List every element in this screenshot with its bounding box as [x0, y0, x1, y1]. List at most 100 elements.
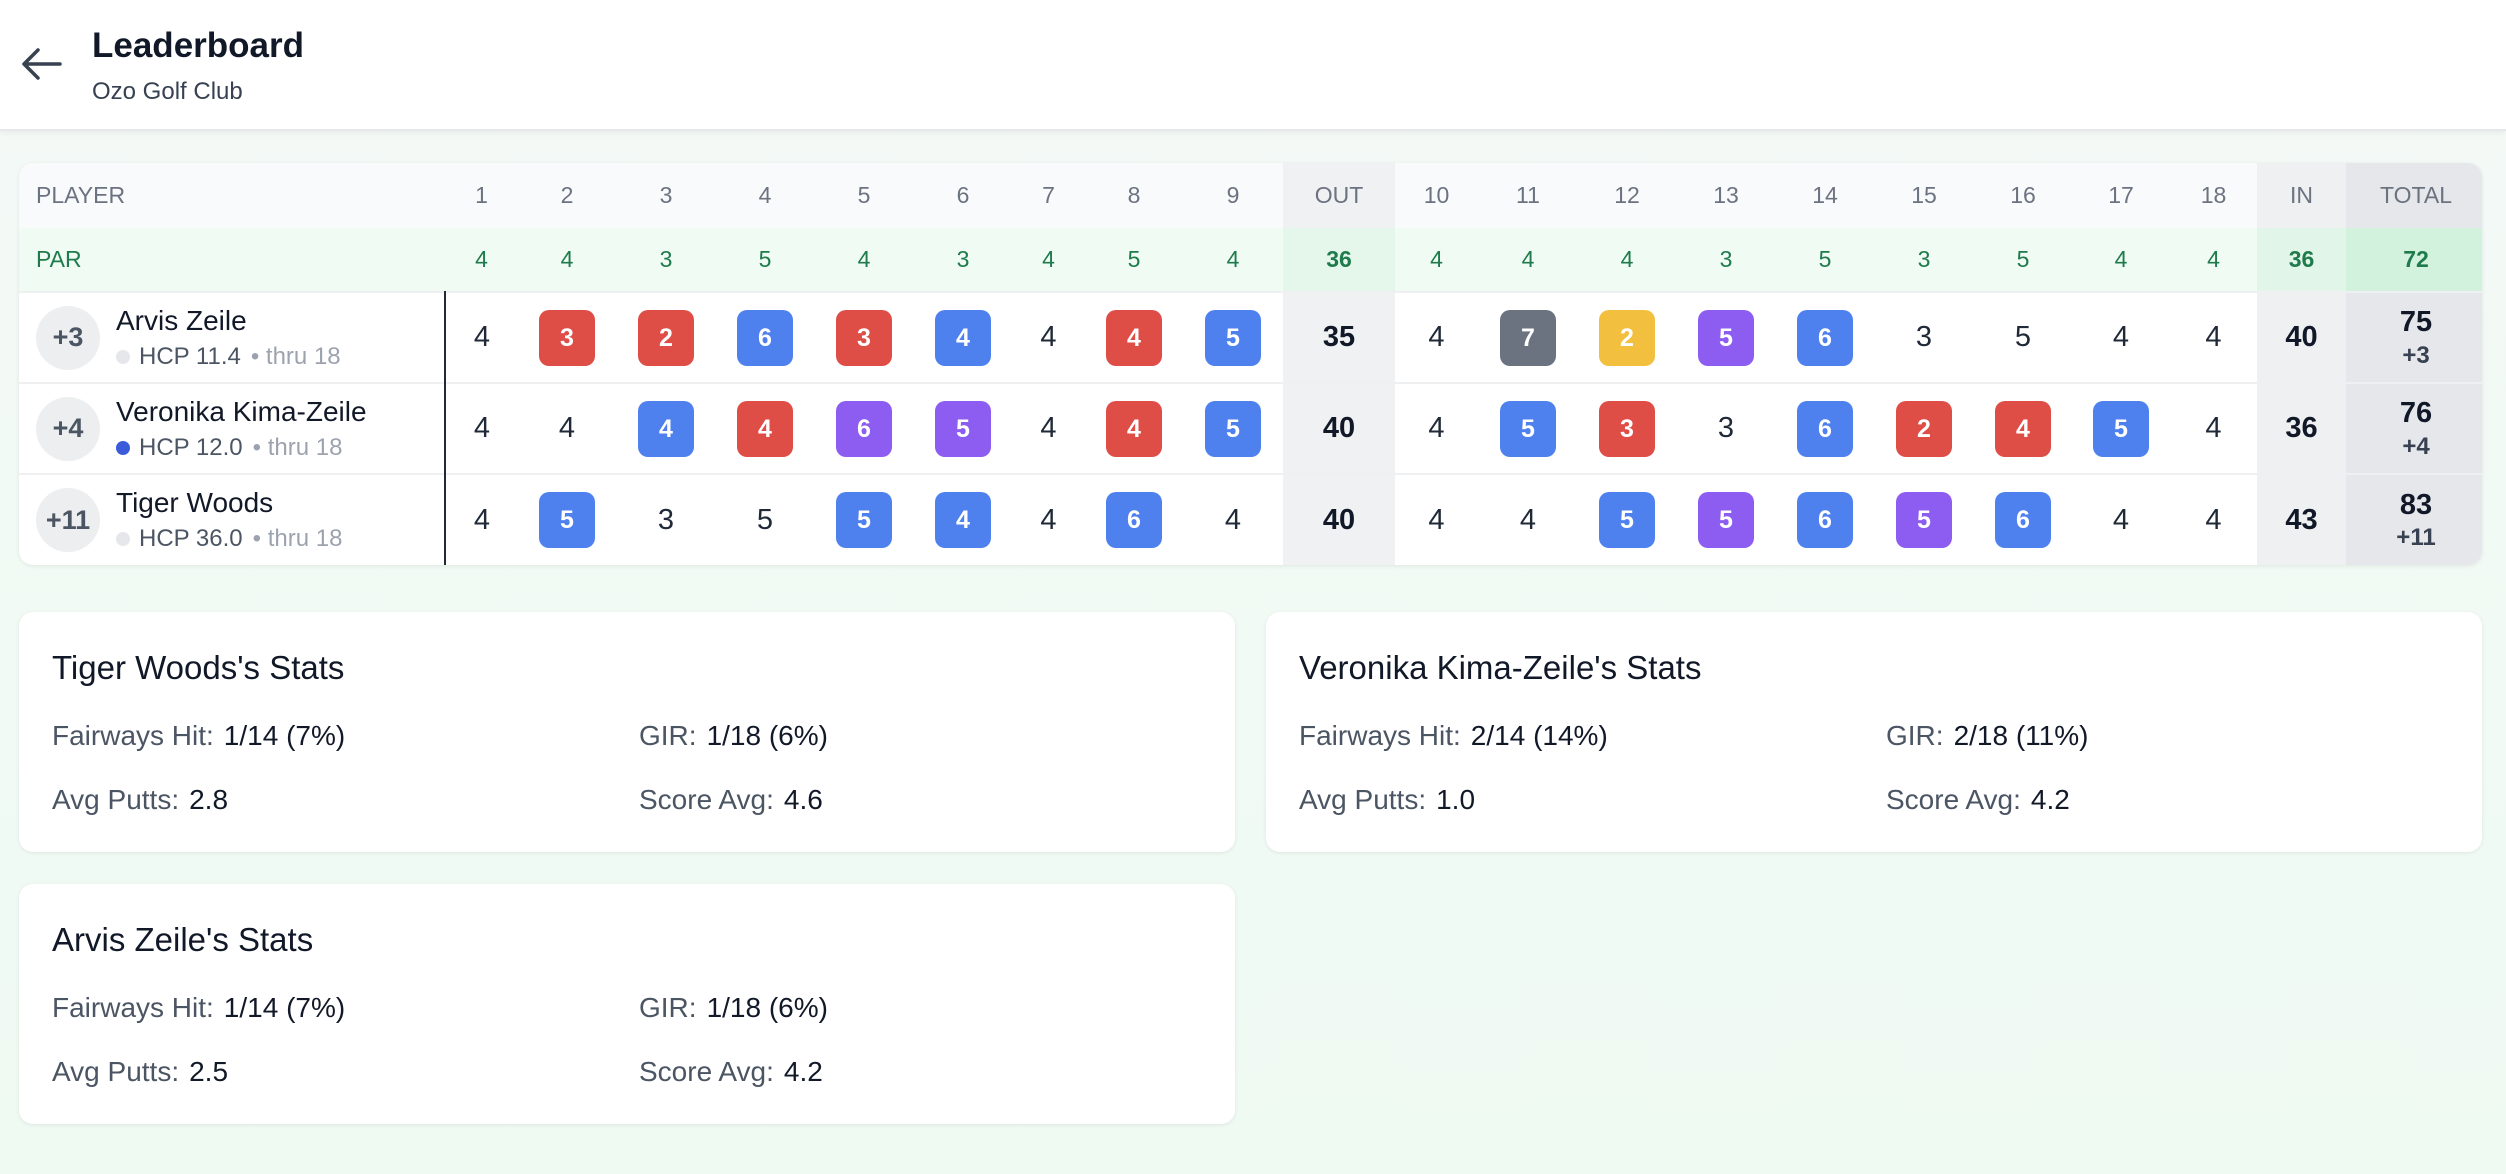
hole-score: 4 — [1395, 474, 1478, 565]
score-value: 4 — [1224, 503, 1242, 536]
hole-header: 2 — [560, 182, 574, 208]
hole-score: 3 — [1874, 292, 1974, 383]
score-value: 4 — [558, 412, 576, 444]
player-row[interactable]: +4 Veronika Kima-Zeile HCP 12.0 • thru 18 4 4… — [19, 383, 2482, 474]
player-cell[interactable]: +3 Arvis Zeile HCP 11.4 • thru 18 — [19, 292, 446, 383]
stat-value: 4.2 — [783, 1056, 823, 1087]
stat-label: Avg Putts: — [52, 1056, 180, 1087]
hole-header: 17 — [2108, 182, 2134, 208]
score-value: 3 — [657, 503, 675, 536]
hole-score: 4 — [2072, 292, 2170, 383]
stat-label: Avg Putts: — [52, 784, 180, 815]
player-row[interactable]: +3 Arvis Zeile HCP 11.4 • thru 18 4 3 2 6 3 4 4 4 5 3… — [19, 292, 2482, 383]
hole-score: 4 — [716, 383, 814, 474]
score-square: 2 — [1599, 309, 1655, 366]
hole-score: 2 — [616, 292, 716, 383]
hole-score: 4 — [2170, 474, 2257, 565]
score-square: 5 — [935, 400, 991, 457]
score-square: 5 — [1500, 400, 1556, 457]
hole-score: 4 — [1395, 383, 1478, 474]
club-name: Ozo Golf Club — [92, 78, 243, 105]
hole-score: 5 — [1578, 474, 1676, 565]
hole-header: 13 — [1713, 182, 1739, 208]
stat-value: 1.0 — [1436, 784, 1476, 815]
total-relative: +11 — [2396, 524, 2436, 552]
stat-label: Fairways Hit: — [52, 992, 214, 1023]
in-total: 40 — [2257, 292, 2346, 383]
handicap: HCP 12.0 — [139, 433, 243, 461]
hole-header: 7 — [1042, 182, 1055, 208]
hole-score: 4 — [1012, 474, 1085, 565]
player-cell[interactable]: +11 Tiger Woods HCP 36.0 • thru 18 — [19, 474, 446, 565]
stats-title: Tiger Woods's Stats — [52, 649, 345, 686]
status-dot-icon — [116, 532, 130, 546]
stat-value: 1/14 (7%) — [223, 992, 346, 1023]
hole-score: 4 — [445, 292, 518, 383]
stat-label: Score Avg: — [639, 784, 774, 815]
player-row[interactable]: +11 Tiger Woods HCP 36.0 • thru 18 4 5 3 5 5 4 4 6 4… — [19, 474, 2482, 565]
back-arrow-icon[interactable] — [18, 40, 66, 88]
hole-score: 5 — [716, 474, 814, 565]
score-value: 4 — [1040, 503, 1057, 536]
score-square: 5 — [1205, 400, 1261, 457]
stat-value: 1/18 (6%) — [706, 992, 828, 1023]
stats-title: Veronika Kima-Zeile's Stats — [1299, 649, 1702, 686]
hole-score: 3 — [814, 292, 914, 383]
hole-header: 10 — [1423, 182, 1450, 208]
thru-holes: • thru 18 — [252, 433, 343, 461]
stat-value: 2/14 (14%) — [1470, 720, 1608, 751]
hole-score: 5 — [1183, 383, 1283, 474]
hole-header: 12 — [1614, 182, 1640, 208]
total-cell: 76 +4 — [2346, 383, 2482, 474]
stat-label: Fairways Hit: — [1299, 720, 1461, 751]
score-square: 3 — [836, 309, 892, 366]
gir-stat: GIR: 1/18 (6%) — [639, 720, 828, 752]
hole-par: 4 — [1042, 246, 1055, 272]
player-meta: HCP 36.0 • thru 18 — [116, 525, 342, 553]
score-value: 4 — [2205, 321, 2222, 353]
hole-score: 4 — [445, 474, 518, 565]
score-square: 5 — [1698, 309, 1754, 366]
hole-par: 4 — [1430, 246, 1443, 272]
stat-label: GIR: — [639, 992, 697, 1023]
player-name[interactable]: Arvis Zeile — [116, 304, 247, 336]
score-square: 4 — [1106, 309, 1162, 366]
hole-score: 5 — [518, 474, 616, 565]
player-cell[interactable]: +4 Veronika Kima-Zeile HCP 12.0 • thru 18 — [19, 383, 446, 474]
score-value: 4 — [2205, 503, 2222, 536]
stat-value: 4.2 — [2030, 784, 2070, 815]
hole-score: 5 — [1183, 292, 1283, 383]
hole-score: 5 — [1478, 383, 1578, 474]
hole-header: 1 — [475, 182, 488, 208]
stats-card-arvis-zeile: Arvis Zeile's Stats Fairways Hit: 1/14 (7%… — [19, 884, 1235, 1124]
player-name[interactable]: Tiger Woods — [116, 487, 274, 518]
score-avg-stat: Score Avg: 4.2 — [1886, 784, 2070, 816]
avg-putts-stat: Avg Putts: 1.0 — [1299, 784, 1475, 816]
player-details: Tiger Woods HCP 36.0 • thru 18 — [116, 487, 342, 553]
in-total: 43 — [2257, 474, 2346, 565]
stat-label: GIR: — [1886, 720, 1944, 751]
fairways-hit-stat: Fairways Hit: 1/14 (7%) — [52, 720, 345, 752]
hole-score: 4 — [1183, 474, 1283, 565]
stat-label: Avg Putts: — [1299, 784, 1427, 815]
score-square: 5 — [1896, 492, 1952, 548]
player-info: +11 Tiger Woods HCP 36.0 • thru 18 — [36, 487, 444, 553]
score-square: 5 — [539, 492, 595, 548]
hole-score: 4 — [914, 292, 1012, 383]
total-header: TOTAL — [2346, 163, 2482, 228]
hole-score: 4 — [1012, 292, 1085, 383]
hole-score: 3 — [1676, 383, 1776, 474]
out-total: 40 — [1283, 474, 1395, 565]
score-square: 5 — [1205, 309, 1261, 366]
hole-header: 3 — [659, 182, 673, 208]
hole-score: 4 — [445, 383, 518, 474]
player-info: +4 Veronika Kima-Zeile HCP 12.0 • thru 18 — [36, 396, 444, 462]
player-column-header: PLAYER — [36, 182, 126, 208]
hole-score: 7 — [1478, 292, 1578, 383]
player-name[interactable]: Veronika Kima-Zeile — [116, 395, 367, 427]
score-square: 6 — [836, 400, 892, 457]
par-row: PAR 4 4 3 5 4 3 4 5 4 36 4 4 4 3 5 3 5 4 4 36 72 — [19, 228, 2482, 292]
hole-score: 3 — [616, 474, 716, 565]
hole-par: 3 — [1719, 246, 1733, 272]
score-square: 4 — [935, 492, 991, 548]
